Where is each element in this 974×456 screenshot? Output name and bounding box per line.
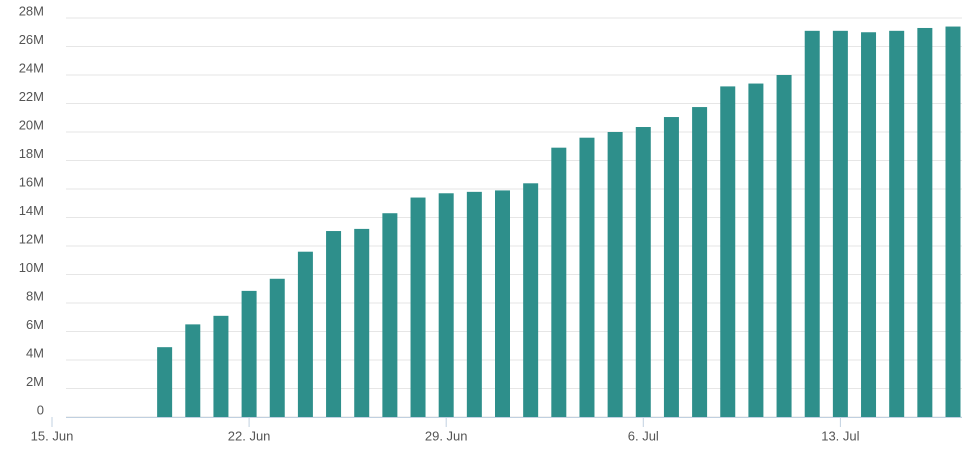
y-tick-label: 2M <box>26 374 44 389</box>
x-tick-label: 13. Jul <box>821 428 859 443</box>
bar <box>297 251 313 417</box>
bar <box>748 83 764 418</box>
y-tick-label: 16M <box>19 174 44 189</box>
bar <box>438 193 454 417</box>
y-tick-label: 12M <box>19 231 44 246</box>
bar <box>326 231 342 417</box>
y-tick-label: 26M <box>19 32 44 47</box>
y-tick-label: 10M <box>19 260 44 275</box>
bar <box>889 30 905 417</box>
bar <box>832 30 848 417</box>
bar <box>579 137 595 417</box>
bar <box>354 228 370 417</box>
bar <box>861 32 877 417</box>
y-tick-label: 28M <box>19 3 44 18</box>
bar <box>410 197 426 417</box>
y-tick-label: 18M <box>19 146 44 161</box>
y-tick-label: 8M <box>26 288 44 303</box>
y-tick-label: 0 <box>37 402 44 417</box>
y-tick-label: 6M <box>26 317 44 332</box>
bar <box>185 324 201 417</box>
bar <box>663 117 679 417</box>
bar <box>382 213 398 417</box>
x-tick-label: 6. Jul <box>628 428 659 443</box>
bar <box>776 75 792 417</box>
x-tick-label: 15. Jun <box>31 428 74 443</box>
y-tick-label: 24M <box>19 60 44 75</box>
x-tick-label: 29. Jun <box>425 428 468 443</box>
x-tick-label: 22. Jun <box>228 428 271 443</box>
bar <box>945 26 961 418</box>
bar <box>720 86 736 418</box>
bar <box>551 147 567 418</box>
y-tick-label: 22M <box>19 89 44 104</box>
bar <box>607 132 623 417</box>
bar <box>269 278 285 417</box>
bar <box>523 183 539 417</box>
bar <box>635 127 651 417</box>
bar <box>692 107 708 417</box>
bar <box>213 315 229 417</box>
y-tick-label: 4M <box>26 345 44 360</box>
bar <box>495 190 510 417</box>
bar <box>917 27 933 417</box>
y-tick-label: 20M <box>19 117 44 132</box>
bar <box>157 347 173 417</box>
bar <box>466 191 482 417</box>
bar <box>804 30 820 417</box>
bar <box>241 290 257 417</box>
y-tick-label: 14M <box>19 203 44 218</box>
